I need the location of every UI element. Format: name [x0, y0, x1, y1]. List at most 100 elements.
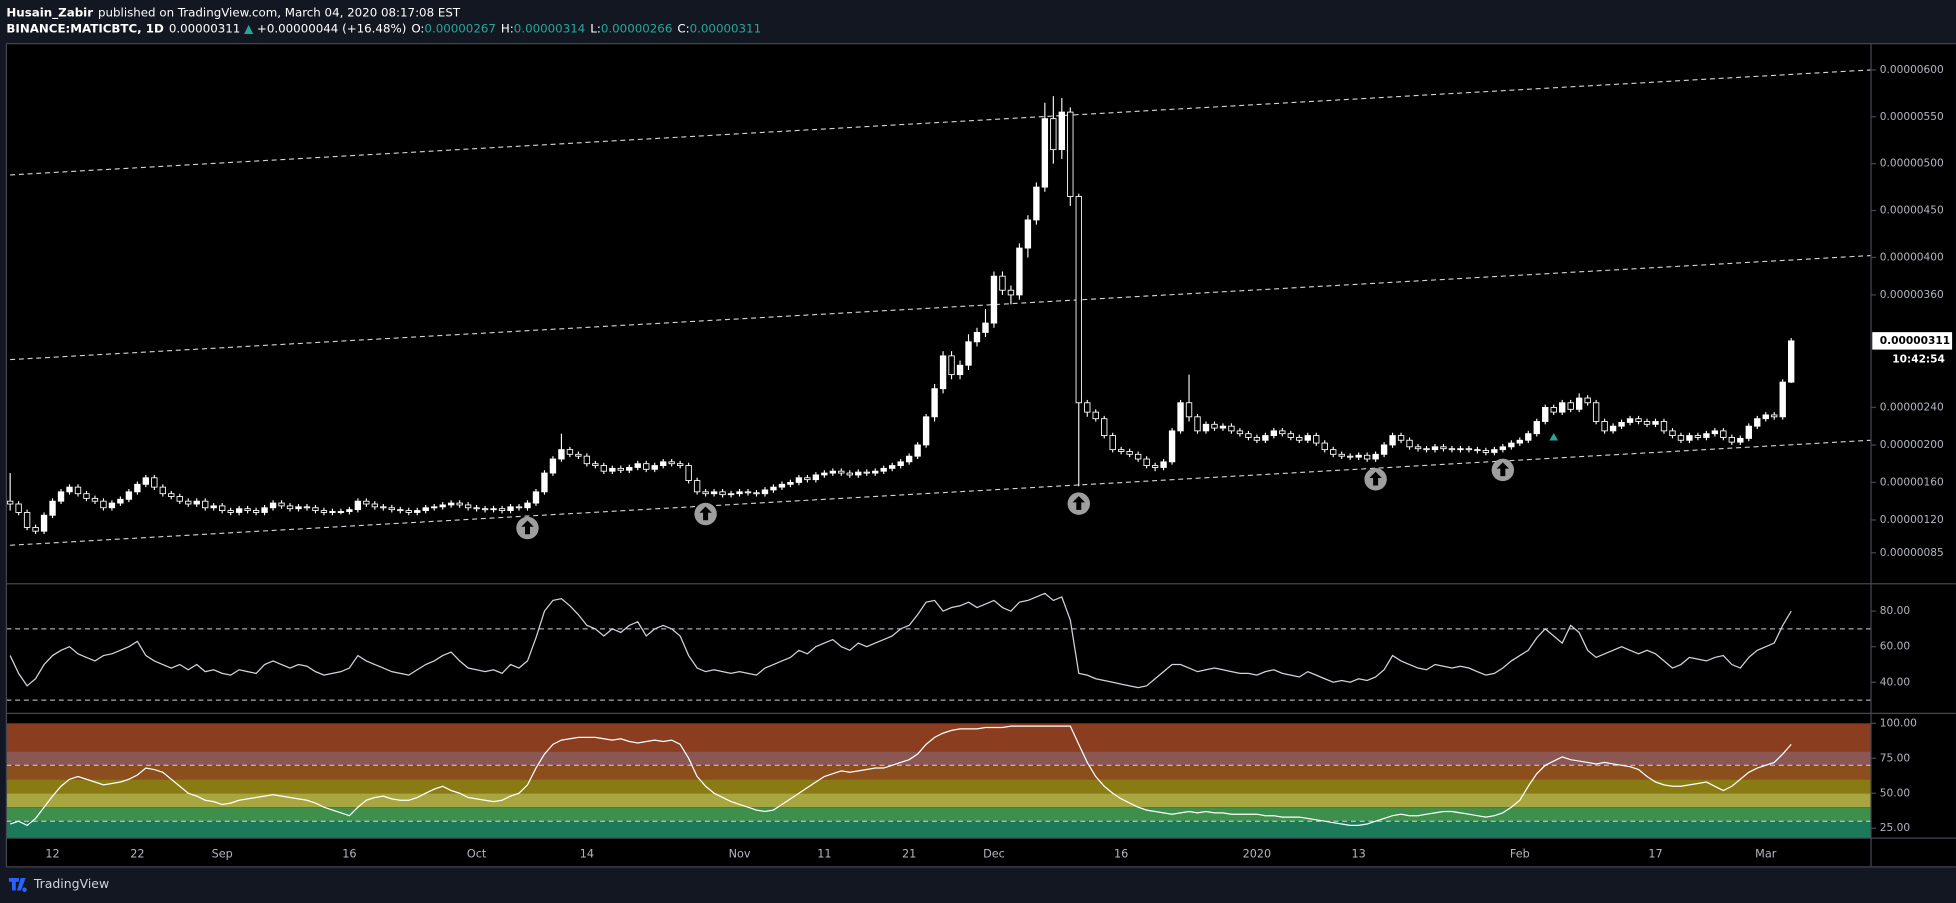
x-tick-label: 17: [1648, 847, 1662, 860]
candle-body: [1363, 454, 1371, 460]
candle-body: [804, 477, 811, 481]
y-tick-label: 0.00000500: [1880, 158, 1944, 170]
candle-body: [1134, 453, 1142, 460]
author: Husain_Zabir: [6, 5, 93, 20]
candle-body: [1491, 449, 1498, 453]
header-line-2: BINANCE:MATICBTC, 1D 0.00000311 ▲ +0.000000…: [6, 21, 761, 35]
candle-body: [1609, 425, 1617, 432]
candle-body: [1118, 449, 1125, 452]
candle-body: [1075, 196, 1082, 404]
signal-marker: [1491, 458, 1515, 482]
candle-body: [1754, 418, 1761, 427]
candle-body: [125, 491, 133, 500]
band: [6, 723, 1872, 752]
header-line-1: Husain_Zabir published on TradingView.com…: [6, 5, 460, 20]
candle-body: [1474, 449, 1481, 452]
candle-body: [1092, 411, 1099, 420]
candle-body: [6, 500, 14, 505]
signal-arrow: [521, 520, 534, 535]
candle-body: [1296, 437, 1303, 441]
y-tick-label: 60.00: [1880, 641, 1911, 653]
y-tick-label: 0.00000450: [1880, 205, 1944, 217]
symbol: BINANCE:MATICBTC, 1D: [6, 21, 164, 35]
band: [6, 821, 1872, 839]
candle-body: [1542, 407, 1549, 422]
candle-body: [795, 477, 803, 483]
candle-body: [787, 482, 794, 485]
candle-body: [227, 510, 234, 513]
ohlc-label: L:: [590, 21, 601, 35]
y-tick-label: 50.00: [1880, 787, 1911, 799]
candle-body: [1160, 461, 1167, 468]
signal-marker: [516, 516, 539, 540]
candle-body: [473, 507, 480, 510]
candle-body: [778, 483, 786, 488]
last-price: 0.00000311: [169, 21, 241, 35]
candle-body: [1550, 407, 1557, 413]
ohlc-value: 0.00000267: [424, 21, 496, 35]
candle-body: [431, 506, 438, 509]
candle-body: [1559, 402, 1566, 413]
candle-body: [1109, 435, 1116, 451]
candle-body: [210, 505, 217, 509]
candle-body: [922, 416, 930, 446]
candle-body: [838, 470, 845, 474]
candle-body: [1262, 435, 1269, 441]
candle-body: [1219, 425, 1227, 429]
candle-body: [74, 486, 82, 495]
candle-body: [1067, 111, 1074, 197]
candle-body: [846, 472, 853, 476]
candle-body: [1007, 289, 1015, 296]
candle-body: [939, 355, 947, 390]
candle-body: [329, 511, 336, 513]
candle-body: [1703, 433, 1710, 438]
candle-body: [1406, 439, 1413, 448]
candle-body: [855, 471, 862, 476]
candle-body: [1058, 111, 1065, 151]
candle-body: [1033, 186, 1040, 221]
candle-body: [388, 507, 395, 511]
candle-body: [880, 467, 887, 472]
x-tick-label: Oct: [467, 847, 487, 860]
x-tick-label: Nov: [729, 847, 751, 860]
x-tick-label: 13: [1352, 847, 1366, 860]
candle-body: [1508, 442, 1515, 448]
ohlc-value: 0.00000266: [601, 21, 673, 35]
candle-body: [744, 491, 752, 494]
candle-body: [1711, 430, 1719, 435]
candle-body: [1084, 402, 1091, 413]
candle-body: [1414, 446, 1422, 450]
candle-body: [261, 507, 268, 513]
candle-body: [303, 506, 311, 509]
candle-body: [439, 504, 446, 508]
candle-body: [142, 477, 150, 485]
candle-body: [693, 480, 701, 493]
band: [6, 793, 1872, 808]
published: published on TradingView.com, March 04, …: [98, 5, 461, 19]
candle-body: [1762, 414, 1769, 420]
candle-body: [320, 510, 328, 513]
candle-body: [965, 341, 972, 366]
candle-body: [1584, 397, 1591, 404]
y-tick-label: 75.00: [1880, 752, 1911, 764]
candle-body: [1745, 425, 1752, 439]
candle-body: [57, 491, 65, 502]
candle-body: [1516, 439, 1523, 444]
change: +0.00000044 (+16.48%): [257, 21, 406, 35]
candle-body: [168, 493, 175, 497]
candle-body: [91, 497, 99, 502]
candle-body: [812, 474, 820, 481]
band: [6, 807, 1872, 822]
panes: 0.00000600 0.00000550 0.00000500 0.00000450…: [6, 64, 1953, 860]
x-tick-label: 14: [580, 847, 594, 860]
candle-body: [49, 500, 56, 516]
signal-marker: [1364, 468, 1387, 491]
candle-body: [1024, 219, 1032, 249]
candle-body: [244, 508, 251, 512]
candle-body: [32, 527, 39, 532]
candle-body: [1346, 455, 1354, 458]
y-tick-label: 0.00000200: [1880, 439, 1944, 451]
candle-body: [414, 510, 421, 513]
candle-body: [464, 504, 472, 509]
candle-body: [1533, 421, 1540, 435]
